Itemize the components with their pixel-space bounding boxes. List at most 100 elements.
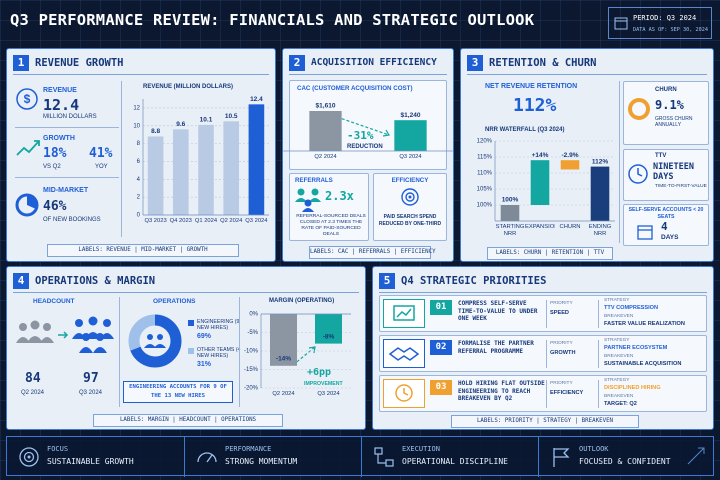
revenue-panel: 1 REVENUE GROWTH $ REVENUE 12.4 MILLION … [6,48,276,262]
clock-icon [628,164,648,184]
yoy-label: YOY [95,164,108,170]
icon-shape [79,347,93,353]
panel-labels: LABELS: REVENUE | MID-MARKET | GROWTH [47,244,239,257]
retention-panel: 3 RETENTION & CHURN NET REVENUE RETENTIO… [460,48,714,262]
row-text: HOLD HIRING FLAT OUTSIDE ENGINEERING TO … [458,380,545,402]
x-tick-label: EXPANSION [525,224,555,230]
footer: FOCUS SUSTAINABLE GROWTH PERFORMANCE STRONG… [6,436,716,477]
x-tick-label: Q4 2023 [169,218,192,224]
row-icon-box [383,299,425,328]
hires-donut [128,314,182,368]
chart-title: REVENUE (MILLION DOLLARS) [143,84,233,90]
title-rule [467,74,707,75]
qoq-label: VS Q2 [43,164,61,170]
legend-label: OTHER TEAMS (4 NEW HIRES) [197,347,241,359]
midmarket-label: MID-MARKET [43,187,89,194]
referrals-box [289,173,369,241]
revenue-label: REVENUE [43,87,77,94]
arrow-head [382,129,390,137]
footer-icon [553,448,570,467]
icon-shape [63,331,69,339]
selfserve-box [623,204,709,246]
panel-labels: LABELS: CHURN | RETENTION | TTV [487,247,613,260]
revenue-unit: MILLION DOLLARS [43,114,97,120]
icon-shape [295,198,307,202]
x-tick-label: Q3 2024 [245,218,268,224]
y-tick-label: 105% [477,187,493,193]
churn-icon [628,98,650,120]
value-label: +14% [532,152,549,159]
churn-label: CHURN [655,87,677,93]
calendar-icon [614,17,628,30]
row-number: 02 [430,340,452,355]
nrr-label: NET REVENUE RETENTION [485,83,578,90]
ttv-box [623,149,709,201]
efficiency-box [373,173,447,241]
breakeven-value: TARGET: Q2 [604,401,637,407]
footer-label: PERFORMANCE [225,445,272,453]
x-tick-label: Q3 2024 [399,154,422,160]
kpi-icons: $ [15,88,40,217]
bar [198,124,214,215]
people-icon [295,188,321,212]
revenue-value: 12.4 [43,96,80,114]
panel-labels: LABELS: MARGIN | HEADCOUNT | OPERATIONS [93,414,283,427]
row-number: 03 [430,380,452,395]
icon-shape [30,320,40,330]
selfserve-unit: DAYS [661,234,679,241]
title-rule [13,292,359,293]
icon-shape [401,188,419,206]
margin-change-label: IMPROVEMENT [304,381,343,387]
icon-shape [16,88,38,110]
icon-shape [554,448,570,458]
strategy-key: STRATEGY [604,378,630,383]
priority-row: 03 HOLD HIRING FLAT OUTSIDE ENGINEERING T… [379,375,707,412]
strategy-value: DISCIPLINED HIRING [604,385,661,391]
y-tick-label: -15% [244,367,259,373]
y-tick-label: 4 [137,177,141,183]
chart-title: NRR WATERFALL (Q3 2024) [485,127,565,133]
y-tick-label: 115% [477,155,493,161]
nrr-waterfall: 100% 105% 110% 115% 120% 100% STARTING NRR +14%… [477,139,615,237]
selfserve-label: SELF-SERVE ACCOUNTS < 20 SEATS [628,207,704,220]
priorities-panel: 5 Q4 STRATEGIC PRIORITIES 01 COMPRESS SEL… [372,266,714,430]
icon-shape [197,452,217,463]
value-label: 10.1 [200,117,213,124]
title-rule [379,292,707,293]
bar [560,160,580,170]
x-tick-label: Q1 2024 [194,218,218,224]
footer-cell: OUTLOOK FOCUSED & CONFIDENT [538,437,716,477]
icon-shape [628,164,648,184]
priority-key: PRIORITY [550,341,573,346]
bar [223,121,240,215]
x-tick-label: Q3 2023 [144,218,167,224]
team-icon [144,334,166,348]
x-tick-label: Q2 2024 [272,391,295,397]
midmarket-sub: OF NEW BOOKINGS [43,217,101,223]
x-label-box: Q2 2024 [220,218,242,224]
footer-label: FOCUS [47,445,69,453]
acquisition-panel: 2 ACQUISITION EFFICIENCY CAC (CUSTOMER A… [282,48,454,262]
title-rule [13,74,269,75]
row-icon-box [383,379,425,408]
y-tick-label: -5% [247,330,258,336]
strategy-key: STRATEGY [604,298,630,303]
headcount-label: HEADCOUNT [33,298,75,305]
icon-shape [103,319,111,327]
row-icon [393,305,415,321]
divider [619,81,620,243]
divider [239,297,240,407]
value-label: 100% [502,197,519,204]
divider [15,127,119,128]
icon-shape [698,447,705,454]
icon-shape [75,319,83,327]
bar [530,160,550,205]
vdivider [598,300,599,328]
bar [500,205,520,221]
page-title: Q3 PERFORMANCE REVIEW: FINANCIALS AND ST… [10,11,535,29]
icon-shape [395,384,413,402]
divider [121,81,122,237]
row-icon [395,384,413,402]
row-icon [388,347,420,361]
compass-icon [687,447,705,465]
